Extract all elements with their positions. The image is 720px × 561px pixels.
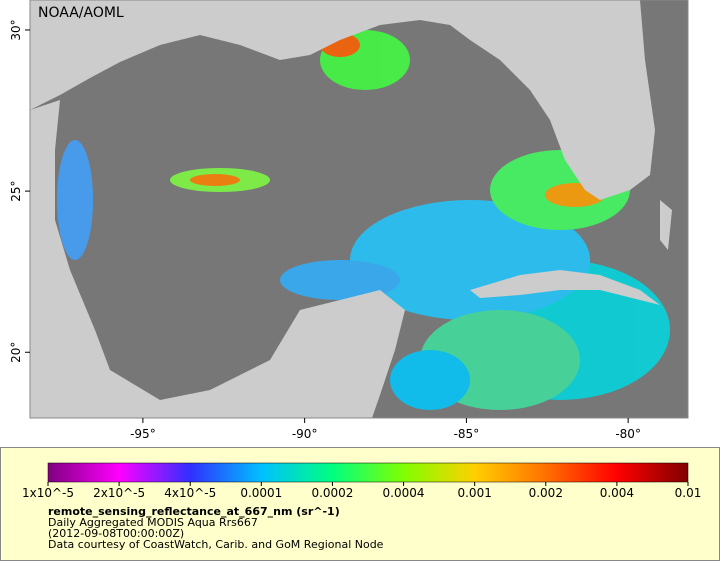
lat-tick-label: 30° <box>9 19 23 40</box>
lon-tick-label: -80° <box>615 427 641 441</box>
legend-description: Daily Aggregated MODIS Aqua Rrs667 <box>48 516 258 529</box>
colorbar-tick-label: 0.0002 <box>311 486 353 500</box>
land-mexico <box>30 100 405 418</box>
colorbar-tick-label: 4x10^-5 <box>164 486 216 500</box>
lat-tick-label: 20° <box>9 342 23 363</box>
map-area <box>30 0 688 418</box>
lon-tick-label: -85° <box>454 427 480 441</box>
map-frame <box>29 0 689 419</box>
colorbar-tick-label: 0.002 <box>529 486 563 500</box>
colorbar-tick-label: 0.001 <box>457 486 491 500</box>
colorbar-tick-label: 0.01 <box>675 486 702 500</box>
legend-variable: remote_sensing_reflectance_at_667_nm (sr… <box>48 505 340 518</box>
land-bahamas <box>660 200 672 250</box>
credit: NOAA/AOML <box>38 5 124 21</box>
lon-tick-label: -90° <box>292 427 318 441</box>
colorbar <box>47 462 689 483</box>
colorbar-tick-label: 1x10^-5 <box>22 486 74 500</box>
lon-tick-label: -95° <box>130 427 156 441</box>
land-cuba <box>470 270 660 305</box>
colorbar-tick-label: 0.004 <box>600 486 634 500</box>
land-north <box>30 0 655 200</box>
lat-tick-label: 25° <box>9 180 23 201</box>
legend-time: (2012-09-08T00:00:00Z) <box>48 527 184 540</box>
legend-courtesy: Data courtesy of CoastWatch, Carib. and … <box>48 538 384 551</box>
colorbar-tick-label: 0.0004 <box>383 486 425 500</box>
colorbar-tick-label: 0.0001 <box>240 486 282 500</box>
colorbar-tick-label: 2x10^-5 <box>93 486 145 500</box>
